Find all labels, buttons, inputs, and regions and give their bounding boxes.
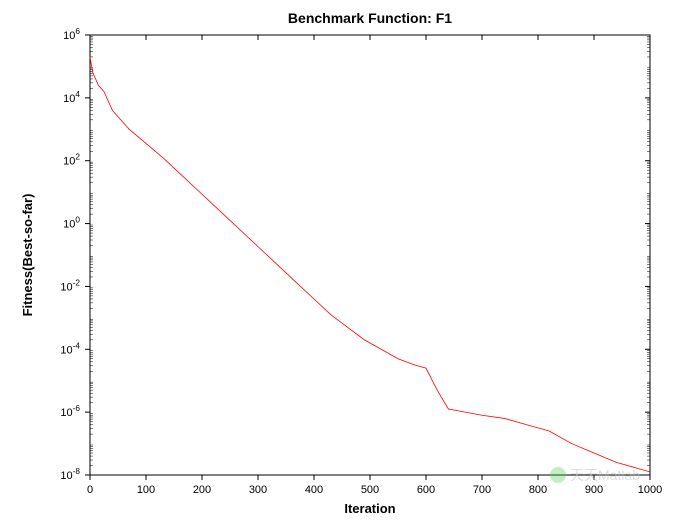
svg-text:102: 102 bbox=[63, 153, 80, 168]
svg-text:104: 104 bbox=[63, 90, 80, 105]
watermark-text: 天天Matlab bbox=[570, 465, 640, 485]
svg-text:100: 100 bbox=[137, 484, 155, 496]
svg-text:0: 0 bbox=[87, 484, 93, 496]
watermark: 天天Matlab bbox=[550, 465, 640, 485]
svg-text:600: 600 bbox=[417, 484, 435, 496]
svg-text:10-6: 10-6 bbox=[60, 404, 80, 419]
svg-text:300: 300 bbox=[249, 484, 267, 496]
svg-text:Benchmark Function: F1: Benchmark Function: F1 bbox=[288, 10, 452, 26]
wechat-icon bbox=[550, 467, 566, 483]
svg-text:10-2: 10-2 bbox=[60, 278, 80, 293]
svg-text:1000: 1000 bbox=[638, 484, 662, 496]
svg-text:100: 100 bbox=[63, 216, 80, 231]
convergence-chart: 0 100 200 300 400 500 600 700 800 900 1000 10-8 10-6… bbox=[0, 0, 700, 525]
svg-text:400: 400 bbox=[305, 484, 323, 496]
svg-text:800: 800 bbox=[529, 484, 547, 496]
svg-text:900: 900 bbox=[585, 484, 603, 496]
svg-text:10-4: 10-4 bbox=[60, 341, 80, 356]
svg-text:Iteration: Iteration bbox=[344, 501, 395, 516]
svg-text:700: 700 bbox=[473, 484, 491, 496]
svg-text:500: 500 bbox=[361, 484, 379, 496]
svg-text:10-8: 10-8 bbox=[60, 467, 80, 482]
svg-text:106: 106 bbox=[63, 27, 80, 42]
svg-text:200: 200 bbox=[193, 484, 211, 496]
svg-text:Fitness(Best-so-far): Fitness(Best-so-far) bbox=[20, 194, 35, 317]
